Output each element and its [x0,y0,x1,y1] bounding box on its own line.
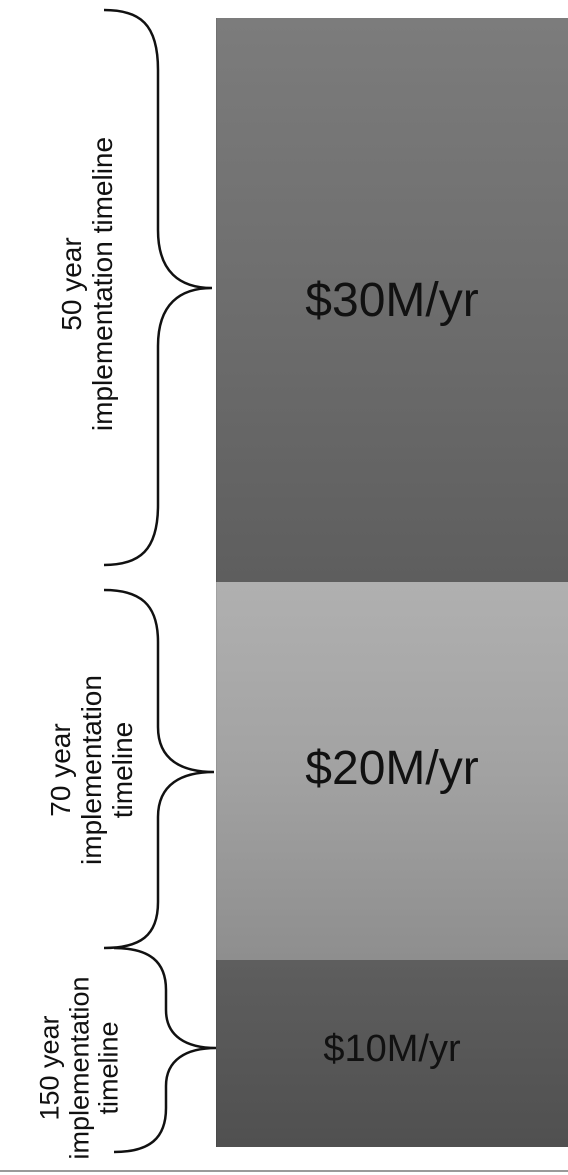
timeline-label-150-year: 150 year implementation timeline [34,976,124,1160]
brace-70-year [103,588,215,950]
funding-block-20m: $20M/yr [216,582,568,960]
timeline-150-line3: timeline [93,1021,124,1115]
funding-label-30m: $30M/yr [305,273,479,327]
braces-svg [103,8,217,1154]
funding-label-20m: $20M/yr [305,741,479,795]
brace-150-year [113,946,217,1154]
funding-block-30m: $30M/yr [216,18,568,582]
funding-label-10m: $10M/yr [323,1028,461,1070]
brace-50-year [103,8,213,567]
timeline-50-line1: 50 year [56,237,88,331]
timeline-70-line2: implementation [75,675,107,865]
timeline-150-line2: implementation [64,976,95,1160]
funding-block-10m: $10M/yr [216,960,568,1147]
timeline-50-line2: implementation timeline [87,136,118,432]
timeline-label-70-year: 70 year implementation timeline [44,675,138,865]
timeline-70-line1: 70 year [44,723,76,817]
timeline-label-50-year: 50 year implementation timeline [56,136,119,432]
bottom-divider [0,1170,568,1172]
timeline-70-line3: timeline [106,721,138,819]
timeline-150-line1: 150 year [34,1015,65,1121]
